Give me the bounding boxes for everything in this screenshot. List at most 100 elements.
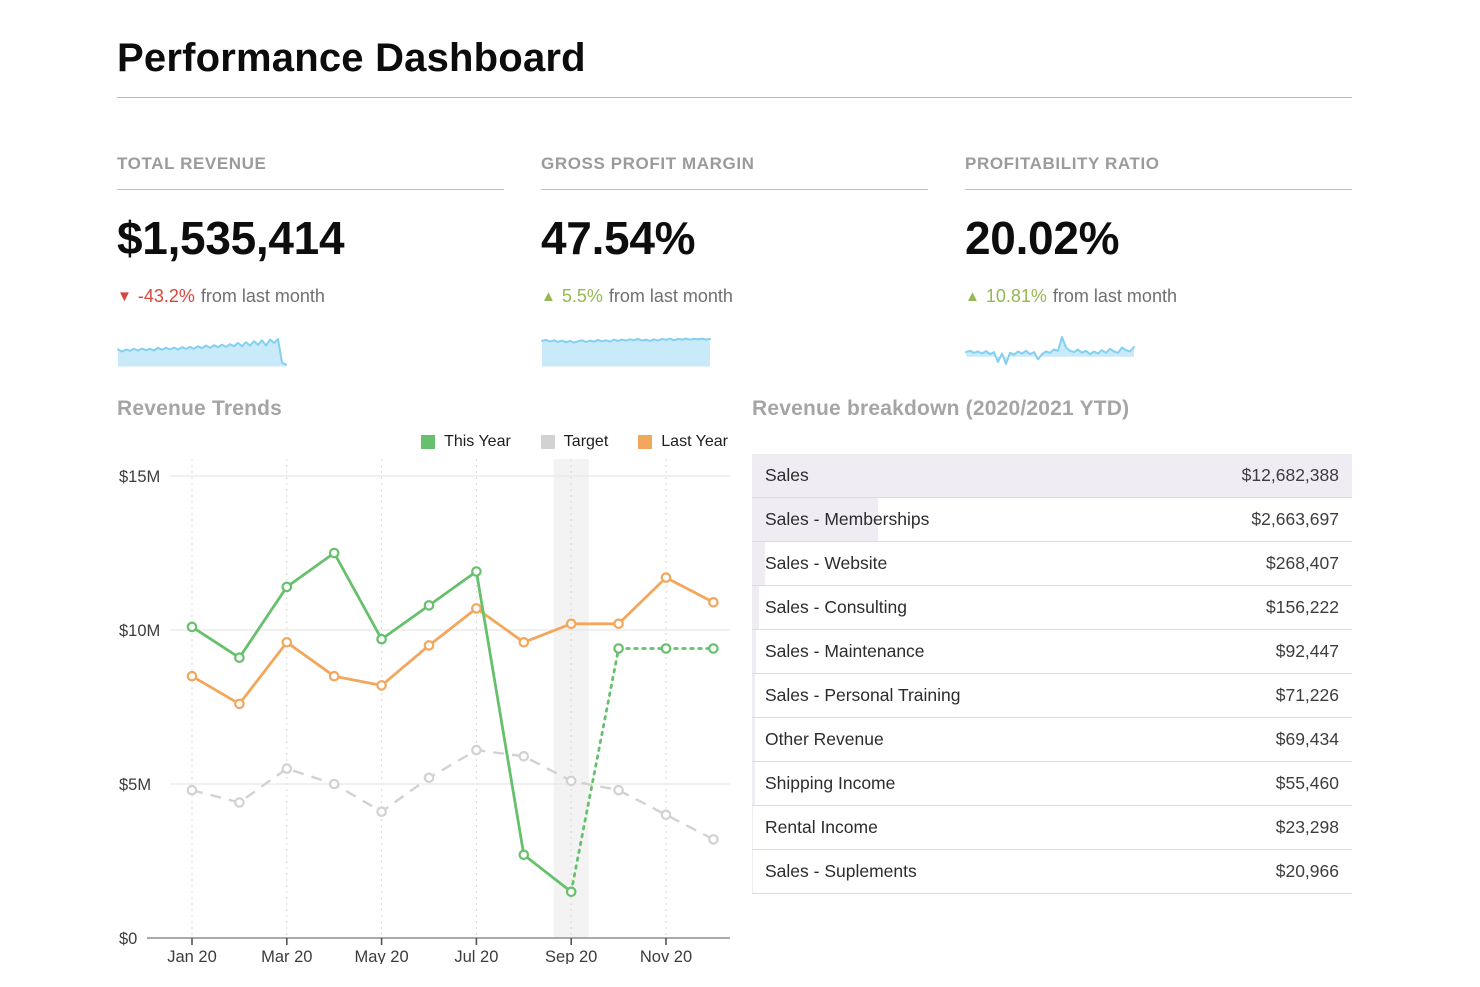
- kpi-value: $1,535,414: [117, 212, 345, 264]
- sparkline-total-revenue: [117, 337, 287, 367]
- data-point-this-year[interactable]: [565, 886, 577, 897]
- data-point-target[interactable]: [471, 744, 482, 755]
- data-point-last-year[interactable]: [518, 636, 530, 648]
- data-point-this-year[interactable]: [471, 565, 482, 577]
- legend-item-last-year[interactable]: Last Year: [638, 433, 728, 451]
- data-point-this-year[interactable]: [234, 651, 245, 663]
- table-row[interactable]: Sales - Personal Training $71,226: [752, 673, 1352, 718]
- data-point-last-year[interactable]: [471, 602, 482, 614]
- revenue-trends-chart[interactable]: Jan 20 Mar 20 May 20 Jul 20 Sep 20 Nov 20 $0 $5…: [117, 458, 730, 964]
- chart-title: Revenue Trends: [117, 396, 283, 420]
- data-point-this-year[interactable]: [518, 849, 530, 860]
- row-label: Sales - Website: [765, 552, 888, 573]
- trend-up-icon: ▲: [965, 287, 980, 305]
- row-value: $23,298: [1275, 816, 1339, 837]
- revenue-breakdown-section: Revenue breakdown (2020/2021 YTD) Sales $…: [752, 397, 1352, 964]
- data-point-this-year[interactable]: [376, 633, 387, 645]
- data-point-target[interactable]: [565, 775, 577, 786]
- table-row[interactable]: Sales - Memberships $2,663,697: [752, 497, 1352, 542]
- data-point-target[interactable]: [518, 750, 530, 762]
- value-bar: [752, 673, 756, 717]
- data-point-last-year[interactable]: [328, 670, 340, 682]
- x-axis-label: Sep 20: [545, 948, 597, 964]
- kpi-delta: ▲ 5.5% from last month: [541, 286, 928, 307]
- trend-down-icon: ▼: [117, 287, 132, 305]
- data-point-target[interactable]: [281, 762, 293, 774]
- table-row[interactable]: Sales - Consulting $156,222: [752, 585, 1352, 630]
- data-point-last-year[interactable]: [660, 571, 672, 583]
- kpi-value: 20.02%: [965, 212, 1120, 264]
- sparkline-profitability-ratio: [965, 335, 1135, 365]
- row-label: Sales - Maintenance: [765, 640, 925, 661]
- row-value: $71,226: [1275, 684, 1339, 705]
- data-point-last-year[interactable]: [708, 596, 719, 608]
- legend-swatch-target: [540, 434, 555, 449]
- data-point-this-year[interactable]: [423, 599, 435, 611]
- table-row[interactable]: Sales - Website $268,407: [752, 541, 1352, 586]
- table-title: Revenue breakdown (2020/2021 YTD): [752, 396, 1130, 420]
- row-label: Sales - Consulting: [765, 596, 908, 617]
- data-point-target[interactable]: [328, 778, 340, 789]
- highlight-band-sep-20: [553, 458, 589, 938]
- table-row[interactable]: Sales - Maintenance $92,447: [752, 629, 1352, 674]
- data-point-this-year[interactable]: [281, 581, 293, 592]
- data-point-target[interactable]: [376, 805, 387, 817]
- data-point-this-year[interactable]: [613, 642, 624, 654]
- kpi-delta: ▲ 10.81% from last month: [965, 286, 1352, 307]
- value-bar: [752, 849, 754, 893]
- value-bar: [752, 453, 1352, 497]
- x-axis-label: Mar 20: [261, 948, 312, 964]
- kpi-gross-profit-margin: GROSS PROFIT MARGIN 47.54% ▲ 5.5% from l…: [541, 154, 928, 369]
- row-label: Rental Income: [765, 816, 878, 837]
- legend-label: This Year: [444, 432, 511, 450]
- value-bar: [752, 585, 760, 629]
- kpi-delta-percent: -43.2%: [137, 285, 195, 306]
- data-point-last-year[interactable]: [613, 618, 624, 629]
- sparkline-fill: [542, 338, 710, 367]
- data-point-target[interactable]: [708, 833, 719, 845]
- table-row[interactable]: Rental Income $23,298: [752, 805, 1352, 850]
- data-point-this-year[interactable]: [328, 547, 340, 558]
- kpi-profitability-ratio: PROFITABILITY RATIO 20.02% ▲ 10.81% from…: [965, 154, 1352, 369]
- data-point-last-year[interactable]: [281, 636, 293, 648]
- data-point-target[interactable]: [186, 784, 198, 796]
- legend-item-target[interactable]: Target: [540, 432, 609, 451]
- row-label: Sales: [765, 464, 809, 485]
- sparkline-gross-profit-margin: [541, 337, 711, 367]
- data-point-last-year[interactable]: [234, 698, 245, 709]
- data-point-target[interactable]: [613, 784, 624, 796]
- data-point-this-year[interactable]: [186, 621, 198, 632]
- table-row[interactable]: Sales $12,682,388: [752, 453, 1352, 498]
- data-point-last-year[interactable]: [565, 618, 577, 629]
- series-line-last-year: [191, 575, 715, 705]
- data-point-last-year[interactable]: [376, 679, 387, 691]
- kpi-delta-suffix: from last month: [200, 285, 325, 306]
- data-point-target[interactable]: [234, 796, 245, 808]
- value-bar: [752, 761, 755, 805]
- data-point-last-year[interactable]: [423, 639, 435, 651]
- sparkline-line: [541, 337, 711, 344]
- table-row[interactable]: Sales - Suplements $20,966: [752, 849, 1352, 894]
- table-row[interactable]: Shipping Income $55,460: [752, 761, 1352, 806]
- kpi-divider: [541, 189, 928, 190]
- data-point-target[interactable]: [660, 809, 672, 820]
- series-line-this-year-forecast: [569, 646, 715, 893]
- data-point-target[interactable]: [423, 772, 435, 783]
- legend-label: Last Year: [661, 432, 728, 450]
- data-point-this-year[interactable]: [708, 642, 719, 654]
- data-point-last-year[interactable]: [186, 670, 198, 682]
- row-value: $20,966: [1275, 860, 1339, 881]
- row-value: $156,222: [1266, 596, 1339, 617]
- row-value: $55,460: [1275, 772, 1339, 793]
- value-bar: [752, 717, 756, 761]
- title-divider: [117, 97, 1352, 98]
- legend-label: Target: [563, 432, 609, 450]
- row-label: Other Revenue: [765, 728, 884, 749]
- kpi-value: 47.54%: [541, 212, 696, 264]
- legend-item-this-year[interactable]: This Year: [421, 433, 511, 451]
- y-axis-label: $5M: [119, 776, 151, 794]
- data-point-this-year[interactable]: [660, 642, 672, 654]
- table-row[interactable]: Other Revenue $69,434: [752, 717, 1352, 762]
- kpi-delta-suffix: from last month: [1052, 285, 1177, 306]
- sparkline-fill: [118, 338, 286, 367]
